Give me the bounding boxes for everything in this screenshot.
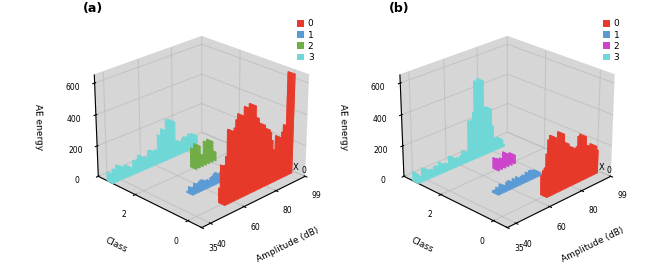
Y-axis label: Class: Class — [103, 236, 129, 254]
Text: (b): (b) — [389, 2, 409, 15]
Y-axis label: Class: Class — [409, 236, 434, 254]
Legend: 0, 1, 2, 3: 0, 1, 2, 3 — [296, 18, 314, 63]
Legend: 0, 1, 2, 3: 0, 1, 2, 3 — [602, 18, 620, 63]
X-axis label: Amplitude (dB): Amplitude (dB) — [255, 226, 320, 264]
Text: (a): (a) — [83, 2, 103, 15]
X-axis label: Amplitude (dB): Amplitude (dB) — [560, 226, 626, 264]
